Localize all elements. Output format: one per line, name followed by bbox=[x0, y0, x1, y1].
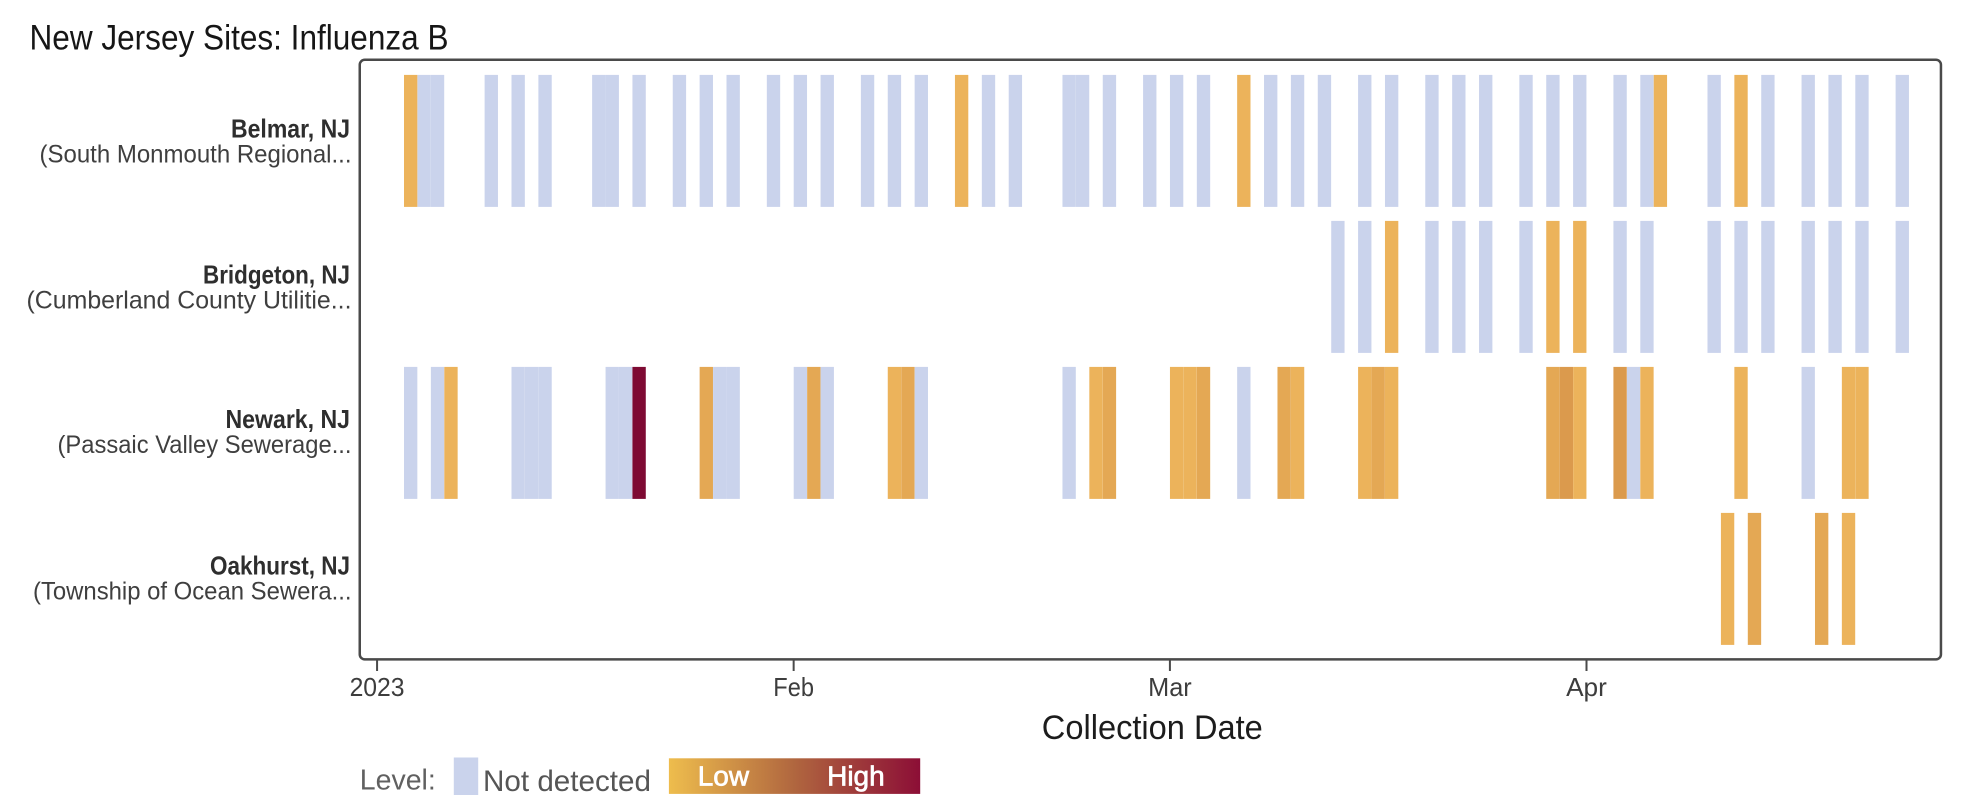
svg-text:Level:: Level: bbox=[360, 765, 436, 797]
svg-text:Collection Date: Collection Date bbox=[1042, 709, 1263, 747]
svg-text:Feb: Feb bbox=[773, 672, 814, 702]
svg-text:Not detected: Not detected bbox=[483, 765, 651, 798]
svg-text:Belmar, NJ: Belmar, NJ bbox=[231, 114, 350, 144]
svg-text:Bridgeton, NJ: Bridgeton, NJ bbox=[203, 260, 350, 290]
svg-text:Oakhurst, NJ: Oakhurst, NJ bbox=[210, 551, 350, 581]
svg-text:(Cumberland County Utilitie...: (Cumberland County Utilitie... bbox=[27, 287, 352, 315]
svg-text:2023: 2023 bbox=[350, 672, 405, 702]
svg-text:Mar: Mar bbox=[1148, 672, 1192, 702]
svg-text:(Township of Ocean Sewera...: (Township of Ocean Sewera... bbox=[33, 578, 352, 606]
svg-text:(South Monmouth Regional...: (South Monmouth Regional... bbox=[40, 141, 352, 169]
svg-text:Apr: Apr bbox=[1566, 672, 1607, 702]
svg-text:Newark, NJ: Newark, NJ bbox=[226, 404, 351, 434]
svg-text:(Passaic Valley Sewerage...: (Passaic Valley Sewerage... bbox=[58, 431, 352, 459]
svg-text:Low: Low bbox=[698, 761, 750, 792]
svg-text:New Jersey Sites: Influenza B: New Jersey Sites: Influenza B bbox=[30, 19, 449, 58]
svg-text:High: High bbox=[827, 761, 885, 792]
